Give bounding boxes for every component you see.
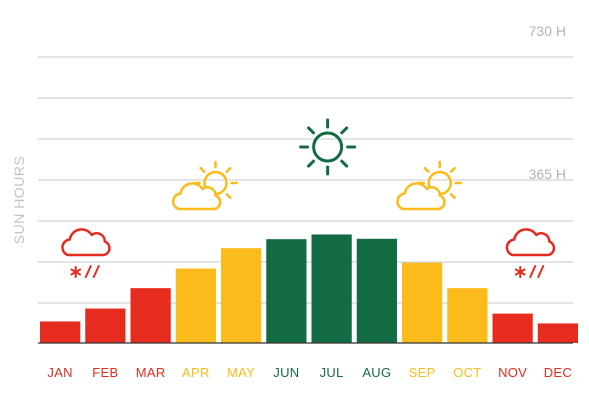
y-axis-label: SUN HOURS <box>11 156 27 245</box>
bar-sep <box>402 262 443 343</box>
month-label: SEP <box>409 365 436 380</box>
bar-apr <box>175 268 216 343</box>
month-labels: JAN FEB MAR APR MAY JUN JUL AUG SEP OCT NOV DEC <box>47 365 572 380</box>
month-label: FEB <box>92 365 118 380</box>
month-label: JUN <box>273 365 299 380</box>
month-label: APR <box>182 365 210 380</box>
y-tick-labels: 730 H 365 H <box>529 23 566 182</box>
weather-icons <box>61 118 556 278</box>
partly-sunny-icon <box>396 160 462 211</box>
bar-dec <box>537 323 578 343</box>
month-label: NOV <box>498 365 527 380</box>
bars <box>40 234 578 343</box>
bar-may <box>221 248 262 343</box>
month-label: DEC <box>544 365 572 380</box>
month-label: JAN <box>47 365 72 380</box>
month-label: AUG <box>362 365 391 380</box>
sun-icon <box>299 118 357 176</box>
month-label: OCT <box>453 365 481 380</box>
month-label: MAR <box>136 365 166 380</box>
bar-jan <box>40 321 81 343</box>
bar-feb <box>85 308 126 343</box>
y-tick-label: 730 H <box>529 23 566 39</box>
bar-jul <box>311 234 352 343</box>
bar-mar <box>130 288 171 343</box>
month-label: JUL <box>320 365 344 380</box>
bar-aug <box>356 238 397 343</box>
snow-rain-cloud-icon <box>61 228 111 278</box>
bar-nov <box>492 313 533 343</box>
snow-rain-cloud-icon <box>505 228 556 278</box>
partly-sunny-icon <box>172 160 238 211</box>
bar-jun <box>266 239 307 343</box>
month-label: MAY <box>227 365 255 380</box>
bar-oct <box>447 288 488 343</box>
y-tick-label: 365 H <box>529 166 566 182</box>
